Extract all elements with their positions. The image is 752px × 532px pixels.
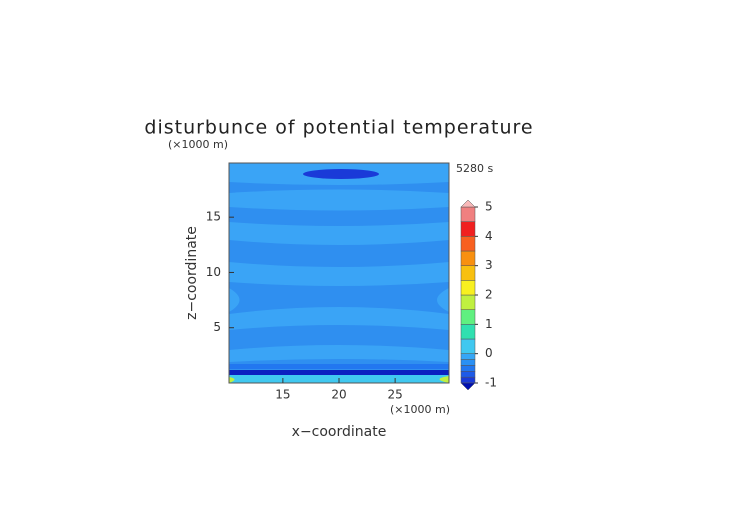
colorbar-segment <box>460 324 476 340</box>
colorbar-tick-label: 5 <box>485 200 493 214</box>
colorbar-tick-label: 3 <box>485 258 493 272</box>
colorbar-segment <box>460 265 476 281</box>
colorbar-extend-low <box>460 382 476 391</box>
colorbar-segment <box>460 371 476 378</box>
y-tick-label: 5 <box>213 320 221 334</box>
y-tick-label: 15 <box>206 210 221 224</box>
time-label: 5280 s <box>456 162 493 175</box>
colorbar-tick-label: -1 <box>485 376 497 390</box>
colorbar-tick-label: 1 <box>485 317 493 331</box>
colorbar-segment <box>460 221 476 237</box>
colorbar-segment <box>460 294 476 310</box>
x-unit: (×1000 m) <box>390 403 450 416</box>
colorbar-segment <box>460 206 476 222</box>
y-unit: (×1000 m) <box>168 138 228 151</box>
colorbar-extend-high <box>460 199 476 208</box>
colorbar-segment <box>460 250 476 266</box>
colorbar-segment <box>460 359 476 366</box>
y-axis-label: z−coordinate <box>184 226 200 320</box>
colorbar-segment <box>460 353 476 360</box>
x-tick-label: 25 <box>387 388 402 402</box>
colorbar-tick-label: 0 <box>485 346 493 360</box>
colorbar-tick-label: 4 <box>485 229 493 243</box>
colorbar-segment <box>460 338 476 354</box>
contour-field <box>228 162 450 384</box>
colorbar-segment <box>460 236 476 252</box>
colorbar-tick-label: 2 <box>485 288 493 302</box>
colorbar-segment <box>460 365 476 372</box>
chart-title: disturbunce of potential temperature <box>144 117 533 139</box>
colorbar-segment <box>460 309 476 325</box>
colorbar-segment <box>460 376 476 384</box>
x-tick-label: 15 <box>275 388 290 402</box>
colorbar-segment <box>460 280 476 296</box>
y-tick-label: 10 <box>206 265 221 279</box>
x-axis-label: x−coordinate <box>292 424 387 440</box>
x-tick-label: 20 <box>331 388 346 402</box>
